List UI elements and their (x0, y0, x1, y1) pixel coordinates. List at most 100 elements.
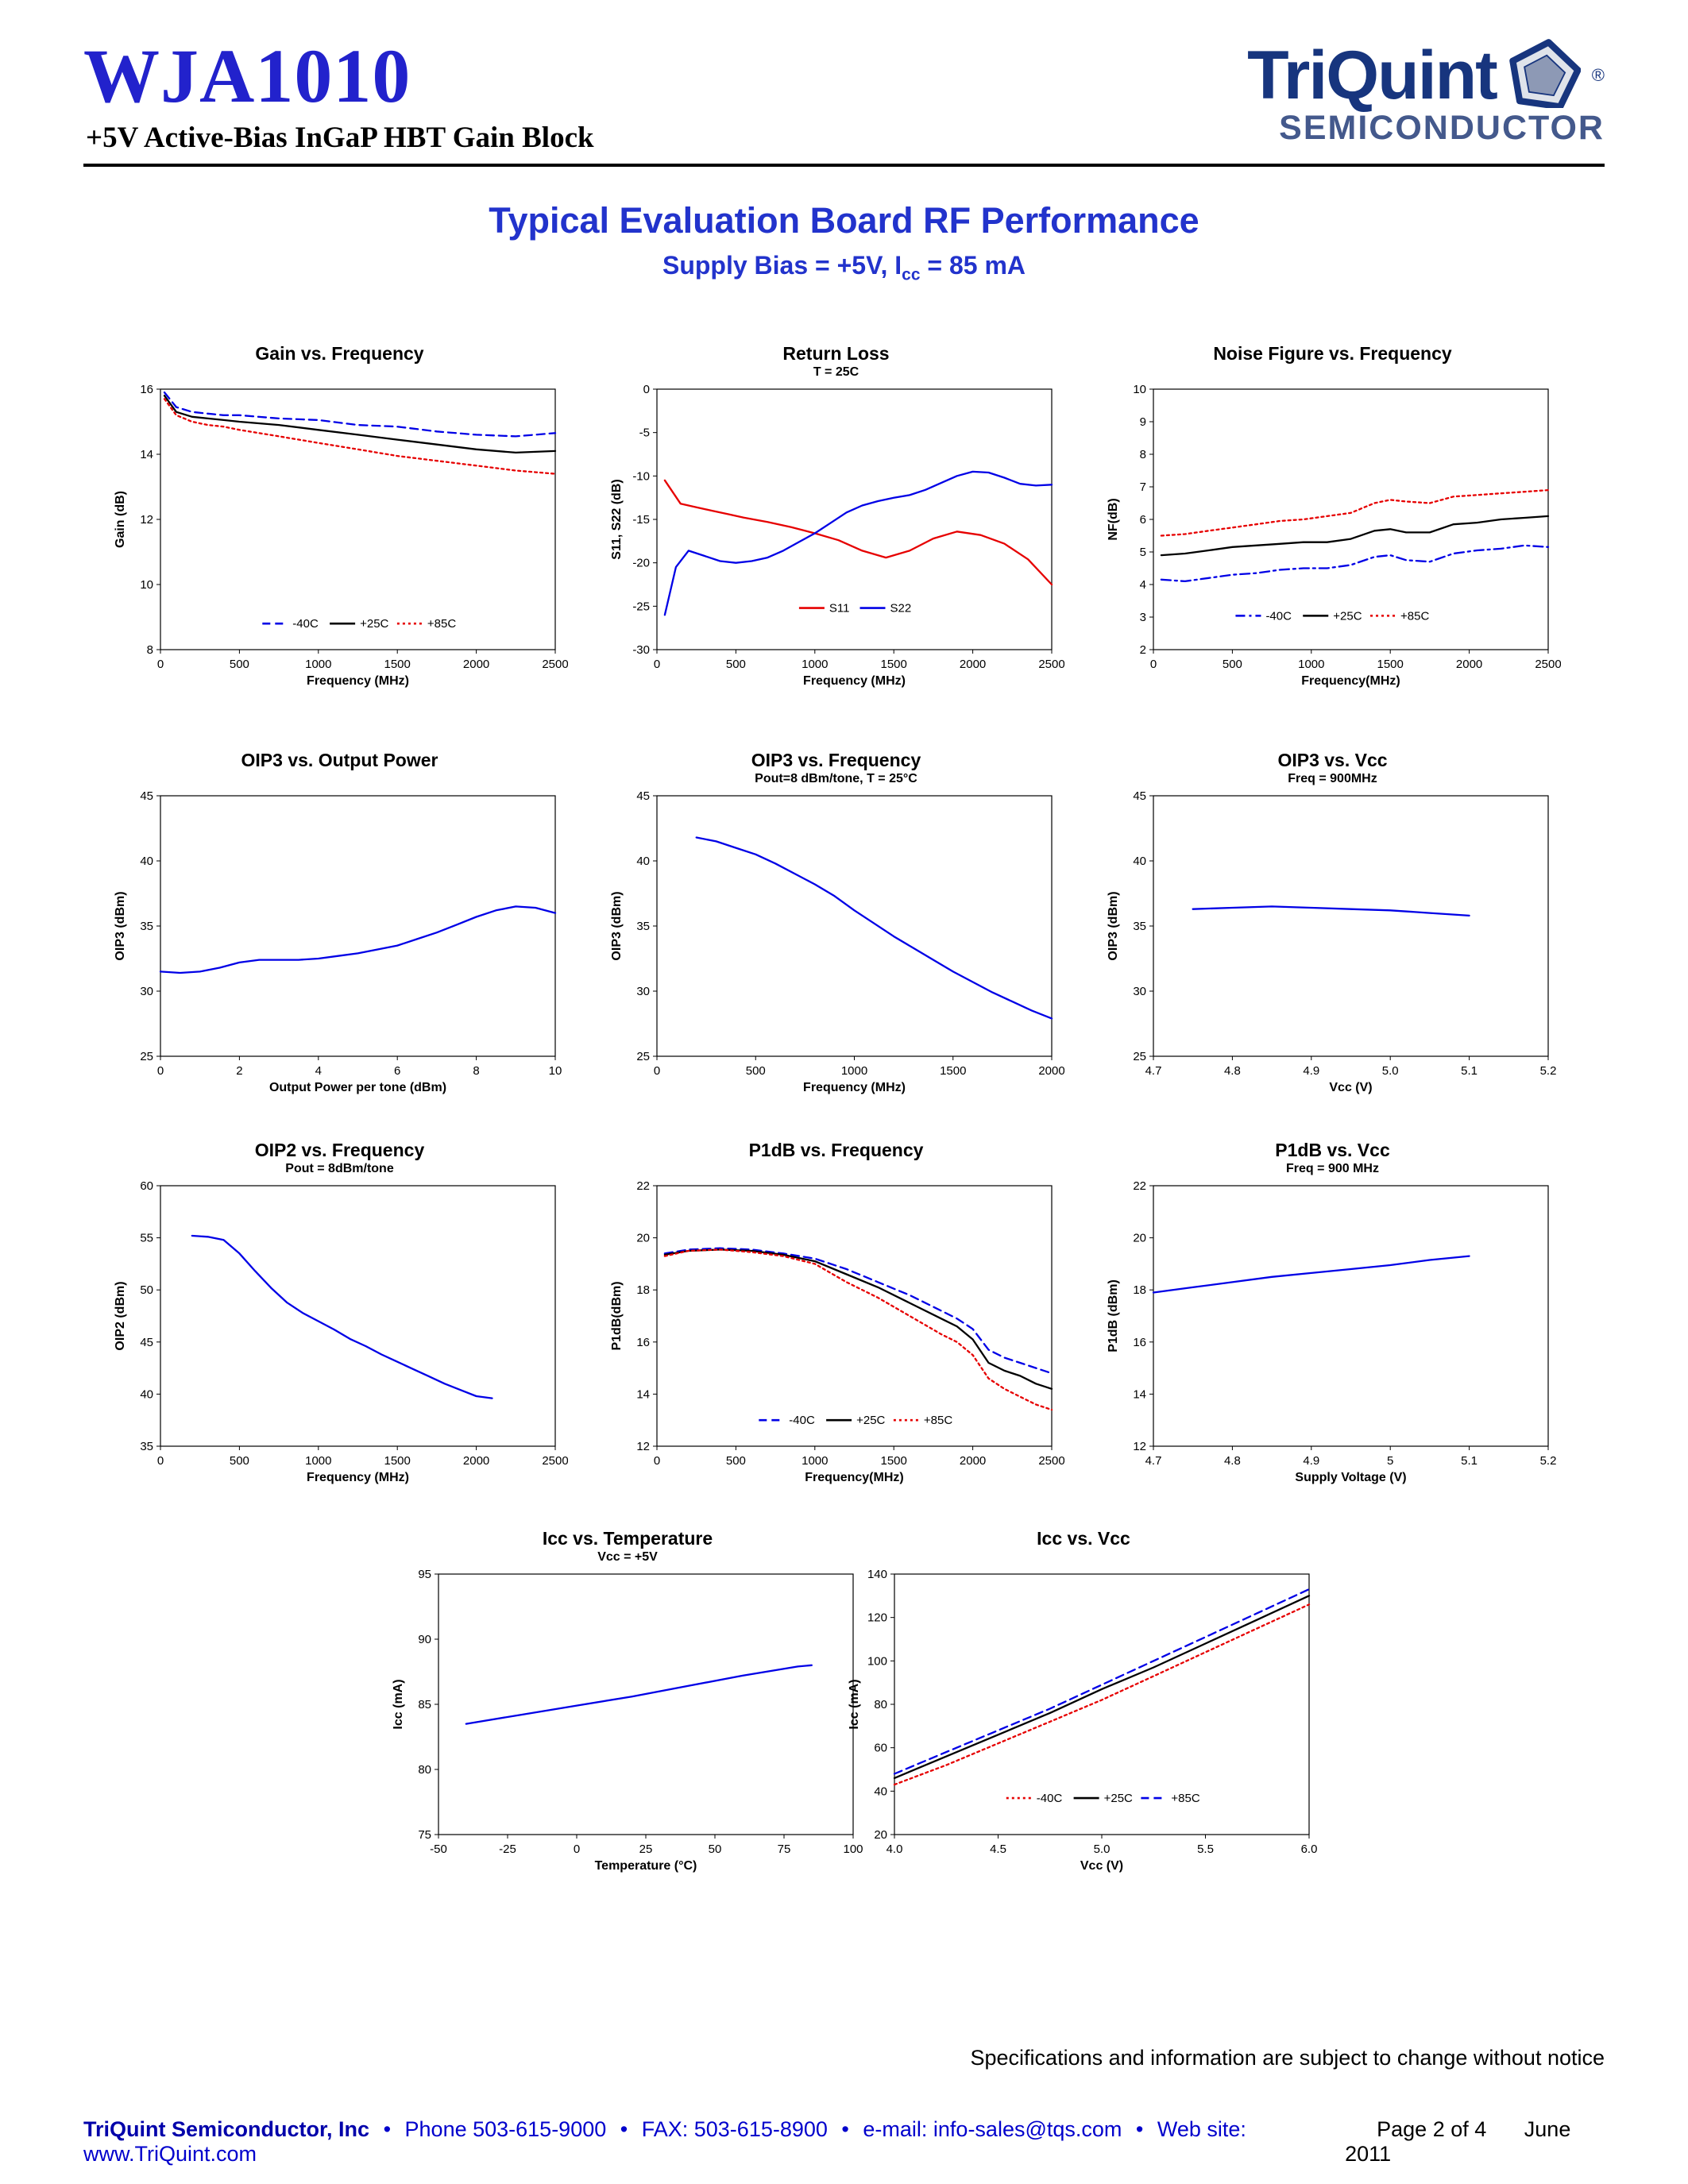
oip3-vs-vcc-plot: 4.7 4.8 4.9 5.0 5.1 5.2 25 30 35 40 45 Vcc (V) OIP3 … (1107, 789, 1556, 1094)
svg-text:50: 50 (709, 1843, 722, 1856)
noise-figure-plot: 0 500 1000 1500 2000 2500 2 3 4 5 6 7 8 9 10 Frequency(… (1107, 383, 1562, 688)
footer: TriQuint Semiconductor, Inc • Phone 503-… (83, 2117, 1605, 2167)
footer-company: TriQuint Semiconductor, Inc (83, 2117, 370, 2141)
logo-subtext: SEMICONDUCTOR (1279, 109, 1605, 147)
svg-text:35: 35 (140, 1440, 153, 1453)
svg-text:Frequency (MHz): Frequency (MHz) (803, 1081, 906, 1094)
svg-text:1500: 1500 (881, 658, 907, 671)
svg-text:Gain (dB): Gain (dB) (114, 491, 127, 548)
svg-text:+25C: +25C (856, 1414, 885, 1427)
svg-text:16: 16 (140, 383, 153, 396)
svg-text:10: 10 (1133, 383, 1146, 396)
chart-title: P1dB vs. Frequency (748, 1140, 924, 1160)
svg-text:1000: 1000 (802, 658, 828, 671)
svg-text:1500: 1500 (1377, 658, 1404, 671)
svg-text:40: 40 (140, 855, 153, 868)
footer-web-link[interactable]: Web site: www.TriQuint.com (83, 2117, 1246, 2166)
svg-text:1500: 1500 (384, 1454, 411, 1468)
svg-text:Frequency (MHz): Frequency (MHz) (803, 674, 906, 688)
svg-text:4.9: 4.9 (1303, 1454, 1319, 1468)
svg-text:25: 25 (140, 1050, 153, 1063)
footer-fax: FAX: 503-615-8900 (641, 2117, 828, 2141)
return-loss-plot: 0 500 1000 1500 2000 2500 0 -5 -10 -15 -20 -25 -30 Fr… (610, 383, 1065, 688)
svg-text:40: 40 (140, 1387, 153, 1401)
svg-text:0: 0 (157, 1064, 164, 1078)
svg-text:6.0: 6.0 (1301, 1843, 1318, 1856)
bullet-separator: • (620, 2117, 628, 2141)
svg-text:4.8: 4.8 (1224, 1454, 1241, 1468)
svg-text:16: 16 (636, 1336, 650, 1349)
svg-text:-40C: -40C (292, 617, 319, 631)
svg-text:12: 12 (1133, 1440, 1146, 1453)
svg-text:2500: 2500 (542, 1454, 568, 1468)
chart-oip3-vs-vcc: OIP3 vs. Vcc Freq = 900MHz 4.7 4.8 4.9 5.0 5… (1104, 748, 1561, 1106)
p1db-vs-vcc-plot: 4.7 4.8 4.9 5 5.1 5.2 12 14 16 18 20 22 Supply Volta… (1107, 1179, 1557, 1484)
svg-text:120: 120 (867, 1611, 887, 1625)
chart-p1db-vs-vcc: P1dB vs. Vcc Freq = 900 MHz 4.7 4.8 4.9 5 5.… (1104, 1138, 1561, 1495)
svg-text:55: 55 (140, 1232, 153, 1245)
svg-text:30: 30 (1133, 985, 1146, 998)
svg-text:4.9: 4.9 (1303, 1064, 1319, 1078)
svg-text:2: 2 (1140, 643, 1146, 657)
svg-text:Temperature (°C): Temperature (°C) (595, 1859, 697, 1873)
svg-text:2500: 2500 (1038, 658, 1064, 671)
svg-text:8: 8 (473, 1064, 479, 1078)
chart-title: Icc vs. Temperature (542, 1528, 713, 1549)
svg-text:500: 500 (726, 1454, 746, 1468)
svg-text:60: 60 (140, 1179, 153, 1193)
chart-title: P1dB vs. Vcc (1275, 1140, 1390, 1160)
svg-text:2000: 2000 (463, 658, 489, 671)
svg-text:500: 500 (230, 1454, 249, 1468)
svg-text:500: 500 (1223, 658, 1242, 671)
chart-title: OIP3 vs. Vcc (1277, 750, 1388, 770)
svg-text:25: 25 (1133, 1050, 1146, 1063)
svg-text:4.7: 4.7 (1145, 1454, 1162, 1468)
svg-text:95: 95 (418, 1568, 431, 1581)
oip2-vs-frequency-plot: 0 500 1000 1500 2000 2500 35 40 45 50 55 60 Frequenc… (114, 1179, 569, 1484)
svg-text:0: 0 (654, 658, 660, 671)
svg-text:5.2: 5.2 (1540, 1454, 1557, 1468)
svg-text:+85C: +85C (1171, 1792, 1199, 1805)
svg-text:Output Power per tone (dBm): Output Power per tone (dBm) (269, 1081, 446, 1094)
svg-text:5.0: 5.0 (1094, 1843, 1111, 1856)
registered-trademark: ® (1591, 64, 1605, 85)
chart-subtitle: Freq = 900 MHz (1286, 1162, 1379, 1175)
svg-text:5.1: 5.1 (1461, 1454, 1477, 1468)
icc-vs-vcc-plot: 4.0 4.5 5.0 5.5 6.0 20 40 60 80 100 120 140 Vcc (V) I… (848, 1568, 1318, 1873)
icc-vs-temperature-plot: -50 -25 0 25 50 75 100 75 80 85 90 95 Temperature (°… (392, 1568, 863, 1873)
svg-text:1000: 1000 (305, 658, 331, 671)
svg-text:45: 45 (636, 789, 650, 803)
svg-text:1000: 1000 (802, 1454, 828, 1468)
svg-text:14: 14 (1133, 1387, 1146, 1401)
p1db-vs-frequency-plot: 0 500 1000 1500 2000 2500 12 14 16 18 20 22 Frequenc… (610, 1179, 1065, 1484)
footer-contact: TriQuint Semiconductor, Inc • Phone 503-… (83, 2117, 1345, 2167)
svg-text:40: 40 (636, 855, 650, 868)
svg-text:85: 85 (418, 1698, 431, 1711)
chart-subtitle (1104, 365, 1561, 381)
svg-text:2500: 2500 (1038, 1454, 1064, 1468)
svg-text:4.5: 4.5 (990, 1843, 1006, 1856)
chart-title: OIP2 vs. Frequency (254, 1140, 425, 1160)
svg-text:25: 25 (639, 1843, 653, 1856)
svg-text:Vcc (V): Vcc (V) (1080, 1859, 1123, 1873)
svg-text:OIP3 (dBm): OIP3 (dBm) (1107, 891, 1120, 960)
svg-text:5.0: 5.0 (1382, 1064, 1399, 1078)
svg-text:50: 50 (140, 1283, 153, 1297)
part-subtitle: +5V Active-Bias InGaP HBT Gain Block (86, 122, 594, 154)
svg-text:P1dB (dBm): P1dB (dBm) (1107, 1279, 1120, 1352)
svg-text:S22: S22 (890, 602, 912, 615)
svg-text:NF(dB): NF(dB) (1107, 498, 1120, 540)
chart-p1db-vs-frequency: P1dB vs. Frequency 0 500 1000 1500 2000 2500 1… (608, 1138, 1065, 1495)
footer-email-link[interactable]: e-mail: info-sales@tqs.com (863, 2117, 1122, 2141)
svg-text:10: 10 (140, 578, 153, 592)
svg-text:OIP2 (dBm): OIP2 (dBm) (114, 1281, 127, 1350)
svg-text:2000: 2000 (1038, 1064, 1064, 1078)
bias-prefix: Supply Bias = +5V, I (662, 251, 902, 280)
svg-text:45: 45 (1133, 789, 1146, 803)
chart-subtitle (111, 772, 568, 788)
svg-text:9: 9 (1140, 415, 1146, 429)
header-rule (83, 164, 1605, 167)
svg-text:-40C: -40C (1265, 609, 1292, 623)
svg-text:+25C: +25C (360, 617, 388, 631)
svg-text:-20: -20 (632, 557, 650, 570)
